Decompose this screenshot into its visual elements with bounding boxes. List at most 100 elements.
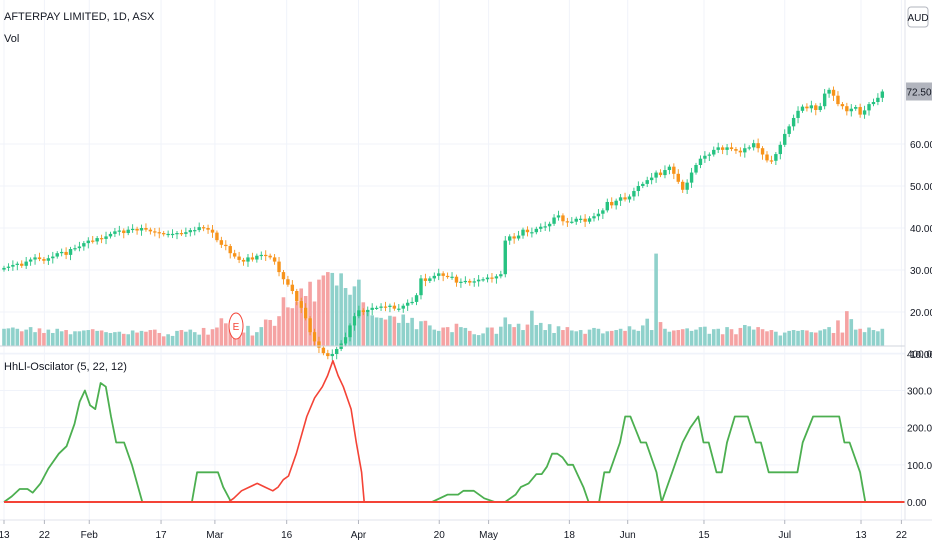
candle-body <box>410 301 414 304</box>
candle-body <box>880 91 885 98</box>
volume-bar <box>867 327 871 346</box>
volume-bar <box>623 330 627 346</box>
volume-bar <box>725 327 729 346</box>
volume-bar <box>849 319 854 346</box>
volume-bar <box>73 331 77 346</box>
candle-body <box>423 278 428 281</box>
volume-bar <box>104 332 108 346</box>
volume-bar <box>361 302 366 346</box>
candle-body <box>703 155 707 159</box>
volume-bar <box>778 335 783 346</box>
candle-body <box>840 104 845 107</box>
candle-body <box>161 233 166 235</box>
volume-bar <box>339 273 343 346</box>
candle-body <box>574 218 578 222</box>
candle-body <box>725 147 729 150</box>
volume-bar <box>813 332 818 346</box>
volume-bar <box>716 328 720 346</box>
candle-body <box>827 89 831 94</box>
candle-body <box>281 272 286 280</box>
candle-body <box>796 110 800 118</box>
volume-bar <box>476 335 481 346</box>
volume-label[interactable]: Vol <box>4 33 19 45</box>
volume-bar <box>126 334 131 346</box>
volume-bar <box>108 332 113 346</box>
volume-bar <box>596 328 601 346</box>
candle-body <box>397 308 401 310</box>
price-tick-label: 20.00 <box>910 308 932 319</box>
volume-bar <box>428 325 432 346</box>
volume-bar <box>765 331 769 346</box>
time-tick-label: 16 <box>281 530 293 541</box>
candle-body <box>113 231 117 234</box>
volume-bar <box>556 326 561 346</box>
volume-bar <box>50 332 55 346</box>
candle-body <box>503 240 507 275</box>
volume-bar <box>516 323 521 346</box>
volume-bar <box>215 327 219 346</box>
candle-body <box>139 228 144 231</box>
oscillator-title[interactable]: HhLl-Oscilator (5, 22, 12) <box>4 361 127 373</box>
volume-bar <box>463 327 468 346</box>
symbol-title[interactable]: AFTERPAY LIMITED, 1D, ASX <box>4 11 155 23</box>
volume-bar <box>441 327 445 346</box>
volume-bar <box>188 329 193 346</box>
candle-body <box>361 310 366 312</box>
time-tick-label: Jun <box>620 530 636 541</box>
time-tick-label: Feb <box>81 530 99 541</box>
currency-badge[interactable]: AUD <box>907 6 929 28</box>
candle-body <box>392 305 397 309</box>
oscillator-axis[interactable]: 400.00 300.00 200.00 100.00 0.00 <box>907 349 932 509</box>
volume-bar <box>175 330 179 346</box>
volume-bar <box>210 329 215 346</box>
candle-body <box>596 213 601 217</box>
candle-body <box>729 147 734 150</box>
time-tick-label: 13 <box>855 530 867 541</box>
candle-body <box>623 197 627 200</box>
time-axis[interactable]: 13 22 Feb 17 Mar 16 Apr 20 May 18 Jun 15 Jul 13 22 <box>0 520 907 541</box>
volume-bar <box>760 329 765 346</box>
candle-body <box>774 154 778 161</box>
candle-body <box>259 254 263 257</box>
candle-body <box>570 221 574 223</box>
volume-bar <box>219 318 224 346</box>
time-tick-label: 20 <box>434 530 446 541</box>
candle-body <box>383 306 388 308</box>
candle-body <box>117 230 122 232</box>
candle-body <box>578 218 583 220</box>
volume-bar <box>334 285 339 346</box>
volume-bar <box>379 317 383 346</box>
candle-body <box>618 197 623 201</box>
candle-body <box>476 279 481 282</box>
candle-body <box>414 295 419 302</box>
candle-body <box>494 276 499 279</box>
candle-body <box>437 273 441 276</box>
candle-body <box>59 251 64 254</box>
candle-body <box>610 201 614 206</box>
candle-body <box>326 353 330 357</box>
volume-bar <box>578 330 583 346</box>
candle-body <box>277 261 281 273</box>
price-tick-label: 50.00 <box>910 182 932 193</box>
volume-bar <box>751 329 756 346</box>
candle-body <box>716 147 720 150</box>
candle-body <box>547 223 552 227</box>
price-axis[interactable]: 60.00 50.00 40.00 30.00 20.00 10.00 72.50 <box>906 82 932 362</box>
candle-body <box>769 160 774 162</box>
volume-bar <box>654 253 658 346</box>
volume-bar <box>538 322 543 346</box>
volume-bar <box>255 332 259 346</box>
candle-body <box>379 306 383 308</box>
volume-bar <box>601 333 605 346</box>
candle-body <box>104 236 108 239</box>
earnings-marker[interactable]: E <box>228 312 244 340</box>
candle-body <box>317 341 321 348</box>
volume-bar <box>587 329 592 346</box>
candle-body <box>348 325 352 338</box>
candle-body <box>738 150 743 153</box>
candle-body <box>228 246 232 254</box>
volume-bar <box>365 311 370 346</box>
candle-body <box>689 172 694 183</box>
